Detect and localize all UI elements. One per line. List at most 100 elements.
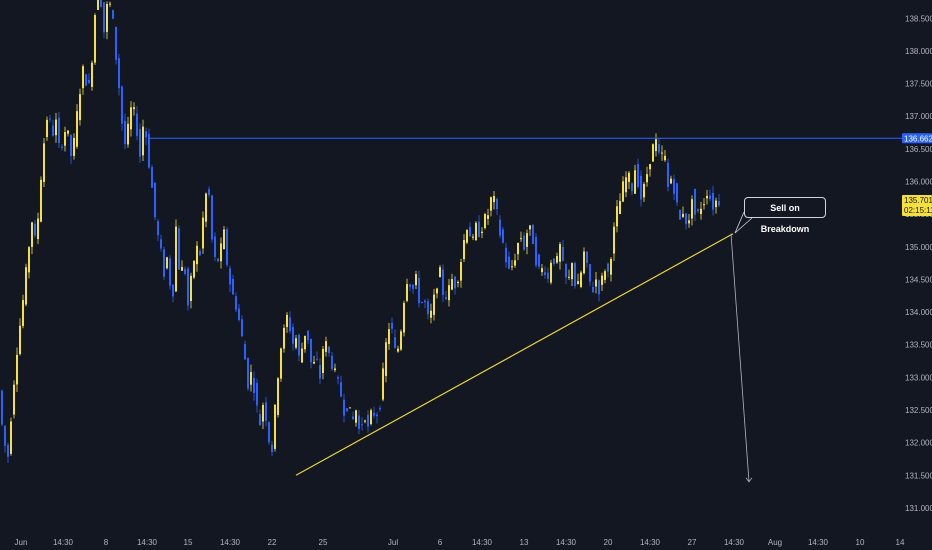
candle-body: [556, 256, 558, 263]
candle-body: [253, 378, 255, 393]
candle-body: [247, 357, 249, 389]
candle-body: [88, 79, 90, 83]
price-axis-label: 137.500: [905, 80, 932, 89]
candle-body: [34, 223, 36, 236]
candle-body: [460, 262, 462, 281]
candle-body: [196, 245, 198, 265]
candle-body: [586, 251, 588, 263]
candle-body: [268, 422, 270, 443]
price-axis-label: 134.500: [905, 275, 932, 284]
candle-body: [211, 195, 213, 240]
time-axis-label: 14:30: [808, 538, 829, 547]
candle-body: [136, 113, 138, 136]
candle-body: [58, 117, 60, 143]
candle-body: [364, 420, 366, 422]
candle-body: [496, 199, 498, 210]
candle-body: [592, 286, 594, 293]
time-axis-label: 14:30: [137, 538, 158, 547]
candle-body: [691, 199, 693, 219]
time-axis-label: 8: [104, 538, 109, 547]
candle-body: [451, 279, 453, 290]
candle-body: [601, 275, 603, 285]
ascending-trendline[interactable]: [295, 233, 734, 476]
candle-body: [526, 233, 528, 247]
time-axis-label: Aug: [768, 538, 782, 547]
candle-body: [244, 344, 246, 360]
candle-body: [583, 251, 585, 274]
countdown-text: 02:15:11: [904, 206, 932, 215]
candle-body: [706, 195, 708, 199]
last-price-tag: 135.701 02:15:11: [902, 195, 932, 217]
candle-body: [478, 221, 480, 237]
candle-body: [604, 271, 606, 280]
candle-body: [241, 319, 243, 337]
candle-body: [226, 229, 228, 265]
price-axis-label: 138.000: [905, 47, 932, 56]
candle-body: [700, 208, 702, 214]
candle-body: [499, 219, 501, 236]
candle-body: [577, 281, 579, 285]
candle-body: [595, 279, 597, 287]
candle-body: [466, 229, 468, 243]
candle-body: [70, 134, 72, 157]
candle-body: [658, 144, 660, 153]
candle-body: [271, 444, 273, 453]
candle-body: [190, 275, 192, 301]
candle-body: [100, 0, 102, 7]
candle-body: [85, 74, 87, 86]
price-axis-label: 136.000: [905, 177, 932, 186]
price-axis-label: 132.500: [905, 406, 932, 415]
price-axis-label: 133.000: [905, 373, 932, 382]
candle-body: [169, 258, 171, 286]
candle-body: [550, 262, 552, 283]
candle-body: [19, 325, 21, 355]
candle-body: [481, 231, 483, 234]
price-axis-label: 131.500: [905, 471, 932, 480]
candle-body: [181, 266, 183, 271]
candle-body: [445, 297, 447, 300]
candle-body: [334, 368, 336, 371]
candle-body: [379, 407, 381, 410]
sell-on-breakdown-callout[interactable]: Sell on Breakdown: [744, 197, 826, 234]
candle-body: [295, 338, 297, 348]
candle-body: [40, 179, 42, 222]
candle-body: [427, 301, 429, 315]
candle-body: [346, 408, 348, 411]
candle-body: [409, 284, 411, 287]
candle-body: [130, 107, 132, 130]
candle-body: [280, 348, 282, 379]
candle-body: [715, 200, 717, 208]
candle-body: [502, 229, 504, 243]
candle-body: [403, 302, 405, 333]
candle-body: [442, 269, 444, 296]
candle-body: [319, 364, 321, 379]
price-axis[interactable]: 138.500 138.000 137.500 137.000 136.500 136.0…: [905, 14, 932, 513]
price-axis-label: 138.500: [905, 14, 932, 23]
candle-body: [289, 317, 291, 332]
candle-body: [685, 213, 687, 225]
time-axis-label: 22: [268, 538, 277, 547]
candle-body: [532, 224, 534, 245]
candle-body: [469, 226, 471, 237]
candle-body: [139, 129, 141, 157]
candle-body: [661, 152, 663, 154]
candle-body: [79, 94, 81, 121]
candle-body: [520, 238, 522, 240]
candle-body: [421, 301, 423, 303]
time-axis[interactable]: Jun 14:30 8 14:30 15 14:30 22 25 Jul 6 14:30 13 14:3…: [15, 538, 905, 547]
candle-body: [352, 416, 354, 420]
candle-body: [145, 131, 147, 138]
candle-body: [580, 272, 582, 287]
candle-body: [634, 170, 636, 194]
candle-body: [490, 197, 492, 211]
candle-body: [559, 244, 561, 262]
candle-body: [574, 263, 576, 287]
candle-body: [541, 268, 543, 273]
candle-body: [43, 143, 45, 182]
projection-arrow-line[interactable]: [730, 233, 750, 482]
candle-body: [655, 139, 657, 152]
candle-body: [262, 404, 264, 422]
candle-body: [229, 268, 231, 285]
candle-body: [13, 384, 15, 415]
